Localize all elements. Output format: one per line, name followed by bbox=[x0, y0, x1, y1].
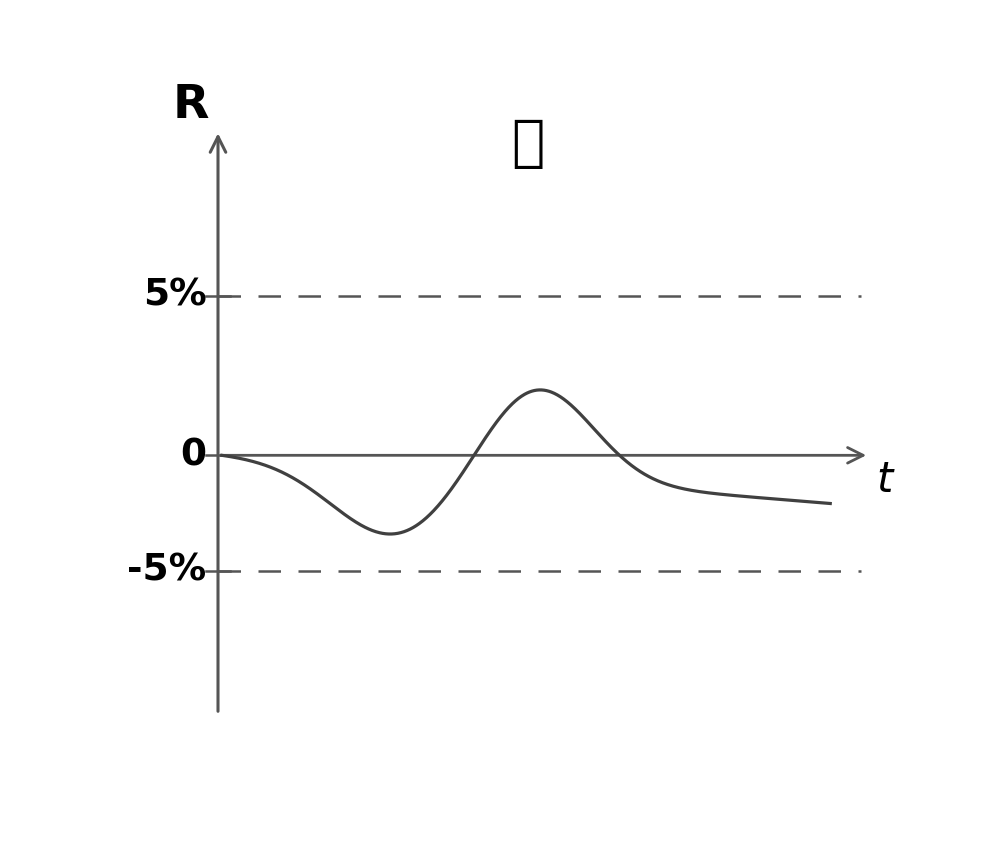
Text: -5%: -5% bbox=[127, 553, 206, 589]
Text: 差: 差 bbox=[511, 118, 545, 172]
Text: t: t bbox=[877, 459, 893, 501]
Text: R: R bbox=[173, 82, 209, 128]
Text: 5%: 5% bbox=[143, 278, 206, 314]
Text: 0: 0 bbox=[180, 438, 206, 474]
